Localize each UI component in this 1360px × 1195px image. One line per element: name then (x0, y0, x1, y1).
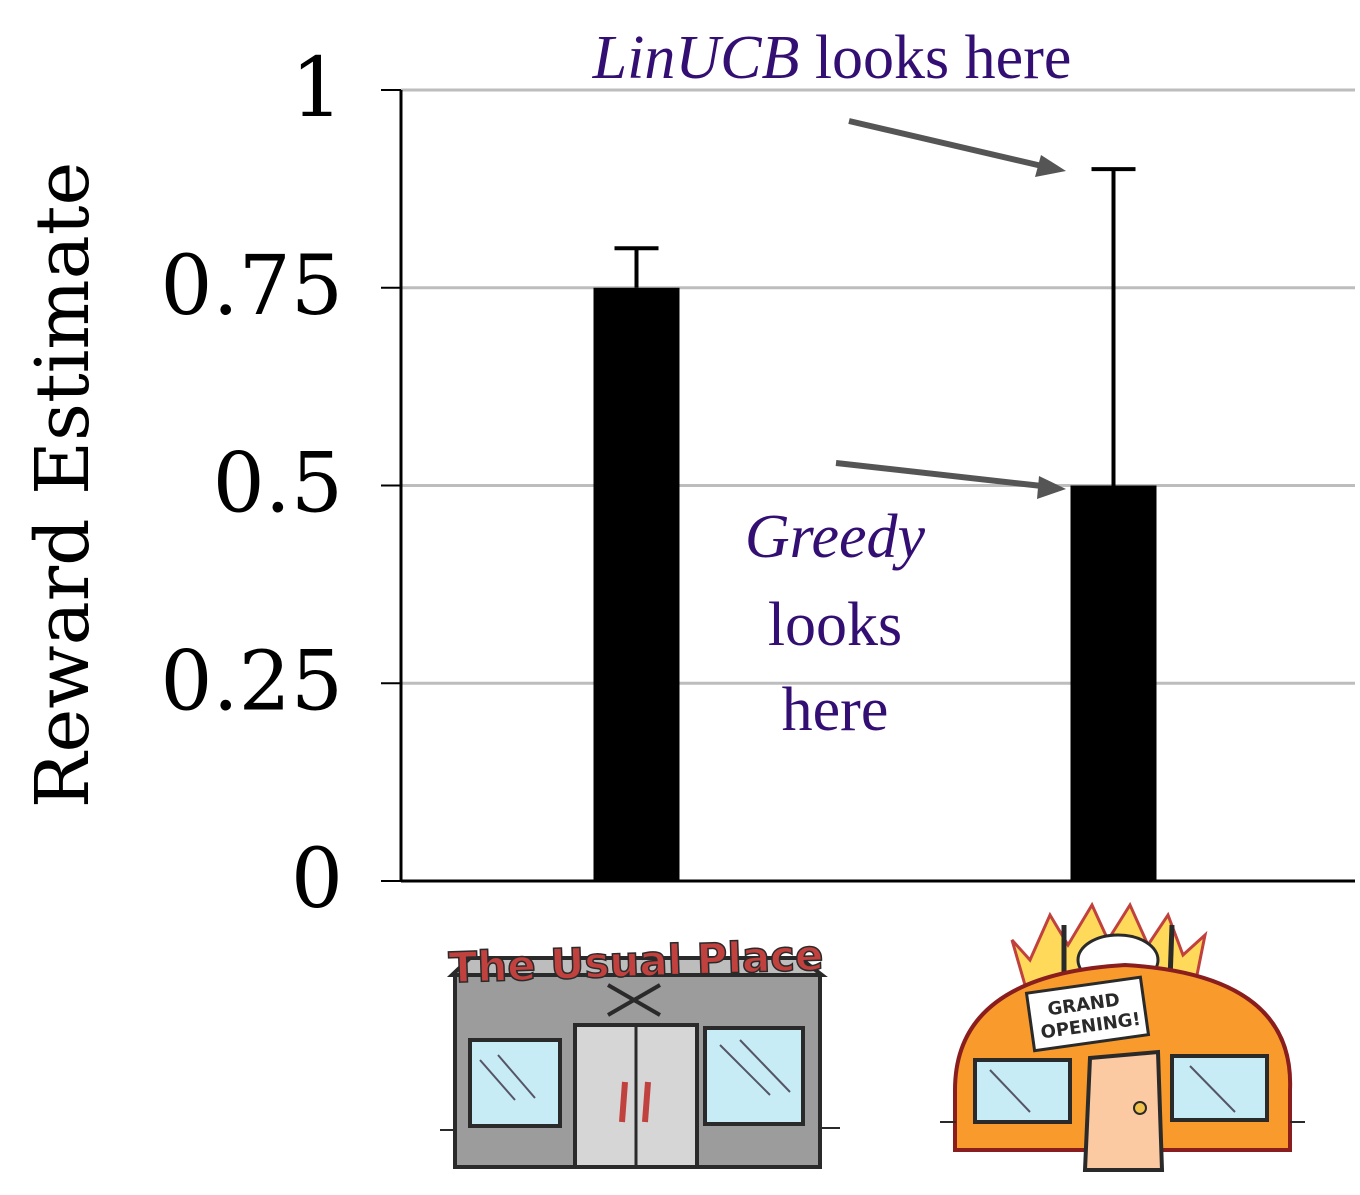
greedy-annotation-line-1: Greedy (745, 503, 926, 571)
y-tick-label: 0.5 (213, 437, 343, 532)
bar-1 (593, 287, 680, 881)
y-tick-label: 0.25 (160, 634, 343, 729)
bars (593, 287, 1157, 881)
y-axis-ticks: 0 0.25 0.5 0.75 1 (160, 41, 401, 927)
linucb-annotation: LinUCB looks here (592, 24, 1072, 92)
y-tick-label: 1 (291, 41, 343, 136)
error-bars (614, 167, 1136, 486)
y-axis-label: Reward Estimate (20, 162, 106, 808)
grand-opening-illustration: GRAND OPENING! (940, 901, 1305, 1172)
linucb-annotation-rest: looks here (815, 24, 1072, 92)
usual-place-illustration: The Usual Place (440, 930, 840, 1169)
usual-place-sign: The Usual Place (448, 930, 824, 992)
linucb-annotation-emph: LinUCB (592, 24, 800, 92)
bar-2 (1070, 485, 1157, 881)
greedy-arrow (835, 460, 1066, 499)
y-tick-label: 0.75 (160, 239, 343, 334)
greedy-annotation-line-3: here (782, 676, 889, 744)
greedy-annotation-line-2: looks (768, 591, 902, 659)
y-tick-label: 0 (291, 832, 343, 927)
linucb-arrow (848, 118, 1066, 177)
grid-lines (401, 88, 1355, 685)
